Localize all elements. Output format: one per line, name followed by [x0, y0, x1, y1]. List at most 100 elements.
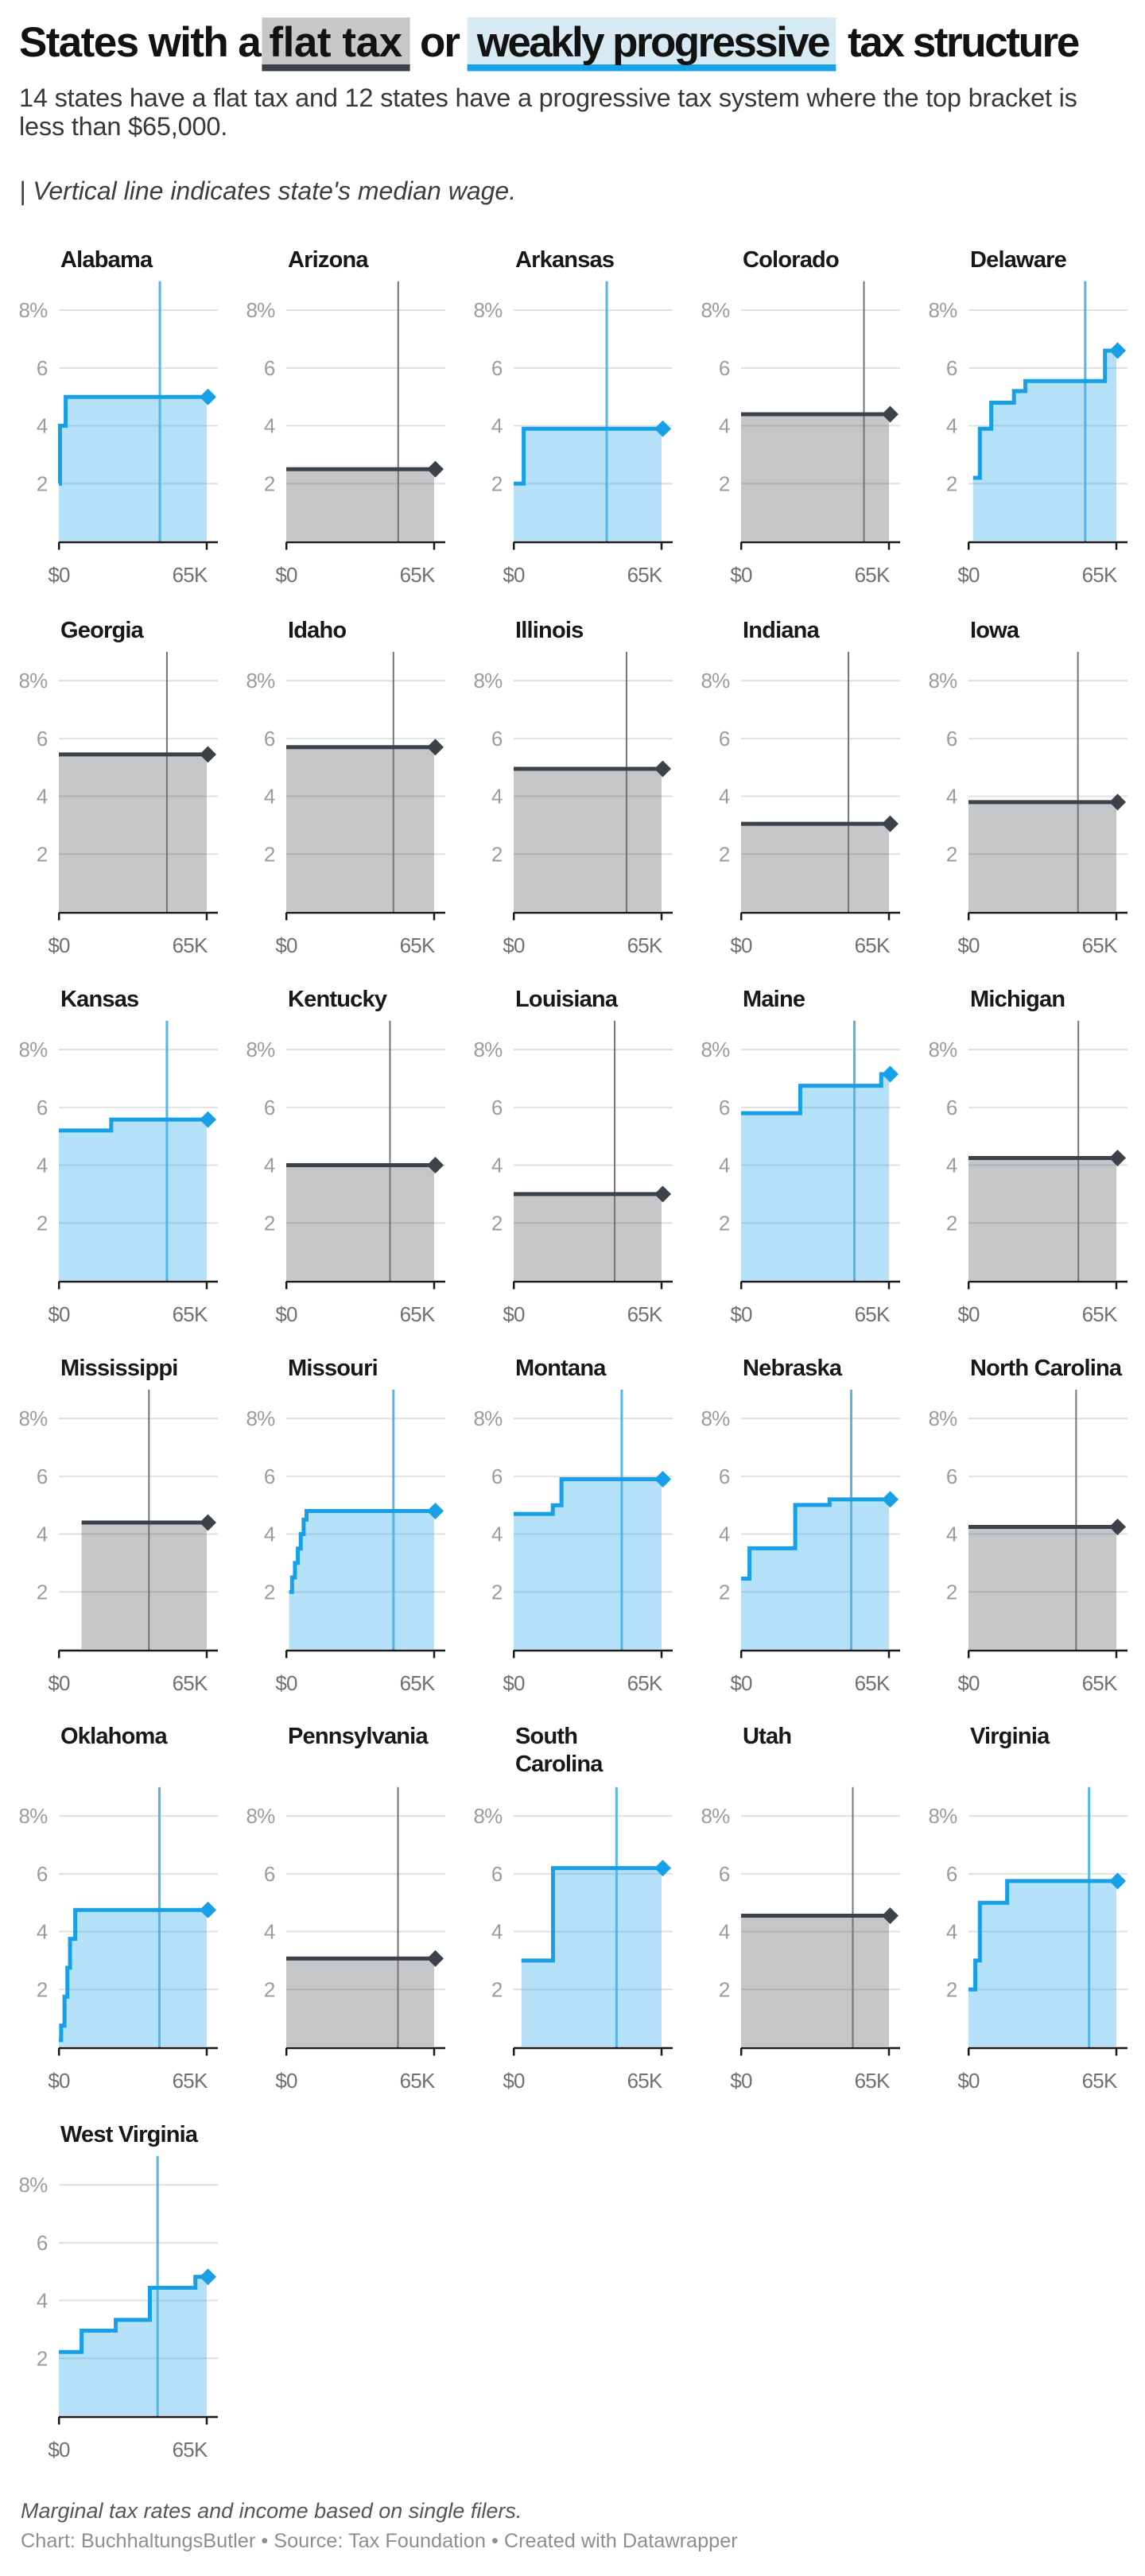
svg-text:North Carolina: North Carolina — [970, 1356, 1123, 1381]
svg-text:tax structure: tax structure — [848, 19, 1079, 66]
svg-text:West Virginia: West Virginia — [60, 2122, 199, 2147]
svg-text:8%: 8% — [18, 1406, 48, 1430]
svg-text:2: 2 — [491, 1211, 502, 1235]
svg-text:8%: 8% — [701, 669, 730, 692]
svg-text:2: 2 — [36, 1580, 47, 1604]
svg-text:Illinois: Illinois — [515, 618, 583, 643]
svg-text:4: 4 — [945, 1523, 957, 1546]
svg-text:8%: 8% — [928, 669, 957, 692]
svg-text:4: 4 — [263, 413, 274, 437]
svg-text:6: 6 — [718, 355, 729, 379]
svg-text:4: 4 — [718, 1919, 729, 1943]
svg-text:4: 4 — [491, 413, 502, 437]
svg-text:2: 2 — [263, 842, 274, 866]
svg-text:$0: $0 — [730, 563, 752, 587]
svg-text:2: 2 — [491, 471, 502, 495]
svg-text:8%: 8% — [18, 669, 48, 692]
svg-text:8%: 8% — [246, 1038, 275, 1061]
svg-text:65K: 65K — [1081, 563, 1117, 587]
svg-text:Mississippi: Mississippi — [60, 1356, 178, 1381]
svg-text:6: 6 — [491, 1465, 502, 1488]
svg-text:4: 4 — [718, 784, 729, 808]
svg-text:65K: 65K — [172, 1302, 208, 1326]
svg-text:65K: 65K — [854, 2069, 890, 2093]
svg-text:2: 2 — [945, 842, 957, 866]
svg-text:$0: $0 — [957, 2069, 980, 2093]
svg-text:8%: 8% — [928, 1804, 957, 1828]
svg-text:65K: 65K — [1081, 933, 1117, 957]
svg-text:6: 6 — [36, 1862, 47, 1886]
svg-text:4: 4 — [718, 1154, 729, 1177]
svg-text:$0: $0 — [957, 1671, 980, 1695]
svg-text:4: 4 — [945, 413, 957, 437]
svg-text:2: 2 — [263, 1580, 274, 1604]
svg-text:$0: $0 — [48, 1302, 70, 1326]
svg-text:Nebraska: Nebraska — [743, 1356, 843, 1381]
svg-text:$0: $0 — [48, 933, 70, 957]
svg-text:$0: $0 — [503, 933, 525, 957]
svg-text:$0: $0 — [275, 2069, 297, 2093]
svg-text:6: 6 — [945, 1096, 957, 1119]
svg-text:Carolina: Carolina — [515, 1752, 604, 1777]
svg-text:Michigan: Michigan — [970, 987, 1065, 1012]
svg-text:Kansas: Kansas — [60, 987, 138, 1012]
svg-text:4: 4 — [718, 413, 729, 437]
svg-text:$0: $0 — [957, 563, 980, 587]
svg-text:6: 6 — [718, 1465, 729, 1488]
svg-text:$0: $0 — [48, 563, 70, 587]
svg-text:6: 6 — [491, 1096, 502, 1119]
svg-text:Iowa: Iowa — [970, 618, 1020, 643]
svg-text:2: 2 — [263, 1977, 274, 2001]
svg-text:6: 6 — [263, 355, 274, 379]
svg-text:$0: $0 — [957, 1302, 980, 1326]
svg-text:flat tax: flat tax — [269, 19, 402, 66]
svg-text:65K: 65K — [854, 1302, 890, 1326]
svg-text:$0: $0 — [48, 1671, 70, 1695]
svg-text:4: 4 — [945, 784, 957, 808]
svg-text:Kentucky: Kentucky — [288, 987, 387, 1012]
svg-text:8%: 8% — [701, 1038, 730, 1061]
svg-text:65K: 65K — [1081, 1671, 1117, 1695]
svg-text:2: 2 — [718, 1580, 729, 1604]
svg-text:2: 2 — [36, 842, 47, 866]
svg-text:4: 4 — [491, 1523, 502, 1546]
svg-text:65K: 65K — [172, 2069, 208, 2093]
svg-text:65K: 65K — [627, 933, 662, 957]
svg-text:$0: $0 — [275, 933, 297, 957]
svg-text:8%: 8% — [701, 298, 730, 322]
svg-text:65K: 65K — [854, 1671, 890, 1695]
svg-text:6: 6 — [945, 1465, 957, 1488]
svg-text:8%: 8% — [18, 1038, 48, 1061]
svg-text:6: 6 — [263, 1096, 274, 1119]
svg-text:$0: $0 — [275, 563, 297, 587]
svg-text:4: 4 — [263, 1919, 274, 1943]
svg-text:8%: 8% — [246, 1804, 275, 1828]
svg-text:2: 2 — [36, 2347, 47, 2371]
svg-text:8%: 8% — [928, 1038, 957, 1061]
svg-text:8%: 8% — [246, 298, 275, 322]
svg-text:$0: $0 — [275, 1671, 297, 1695]
svg-text:4: 4 — [36, 413, 47, 437]
svg-text:Idaho: Idaho — [288, 618, 346, 643]
svg-text:4: 4 — [263, 1154, 274, 1177]
svg-text:8%: 8% — [701, 1406, 730, 1430]
svg-text:2: 2 — [36, 471, 47, 495]
svg-text:4: 4 — [491, 1919, 502, 1943]
svg-text:65K: 65K — [172, 2438, 208, 2462]
svg-text:6: 6 — [945, 355, 957, 379]
svg-text:65K: 65K — [399, 563, 435, 587]
svg-text:6: 6 — [491, 726, 502, 750]
svg-text:65K: 65K — [172, 933, 208, 957]
svg-text:65K: 65K — [172, 1671, 208, 1695]
svg-text:2: 2 — [491, 1580, 502, 1604]
svg-text:65K: 65K — [854, 563, 890, 587]
svg-text:4: 4 — [491, 784, 502, 808]
svg-text:8%: 8% — [928, 298, 957, 322]
svg-text:6: 6 — [263, 1862, 274, 1886]
svg-text:Maine: Maine — [743, 987, 805, 1012]
svg-text:6: 6 — [945, 726, 957, 750]
svg-text:4: 4 — [36, 1523, 47, 1546]
svg-text:65K: 65K — [854, 933, 890, 957]
svg-text:8%: 8% — [928, 1406, 957, 1430]
svg-text:65K: 65K — [1081, 2069, 1117, 2093]
